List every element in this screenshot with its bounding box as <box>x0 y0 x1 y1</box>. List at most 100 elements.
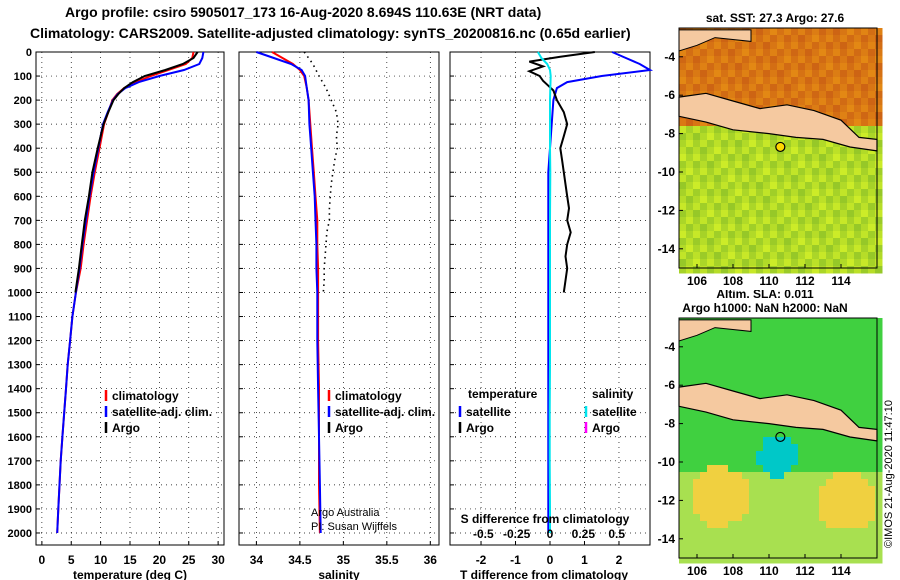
map-cell <box>721 56 729 64</box>
map-cell <box>693 140 701 148</box>
map-cell <box>875 381 883 389</box>
map-cell <box>714 479 722 487</box>
map-cell <box>868 98 876 106</box>
map-cell <box>686 374 694 382</box>
map-cell <box>679 196 687 204</box>
map-cell <box>805 63 813 71</box>
map-cell <box>875 77 883 85</box>
map-cell <box>861 402 869 410</box>
map-cell <box>756 479 764 487</box>
map-cell <box>805 245 813 253</box>
map-cell <box>728 217 736 225</box>
map-cell <box>728 479 736 487</box>
temperature-profile-chart: 0100200300400500600700800900100011001200… <box>8 47 225 580</box>
map-cell <box>791 231 799 239</box>
legend-label: satellite <box>592 405 637 419</box>
map-cell <box>735 98 743 106</box>
map-cell <box>875 140 883 148</box>
map-cell <box>777 35 785 43</box>
map-cell <box>833 339 841 347</box>
map-cell <box>749 430 757 438</box>
map-cell <box>875 147 883 155</box>
map-cell <box>756 203 764 211</box>
map-cell <box>749 49 757 57</box>
map-cell <box>749 154 757 162</box>
map-cell <box>784 42 792 50</box>
map-cell <box>714 472 722 480</box>
map-cell <box>763 451 771 459</box>
map-cell <box>777 259 785 267</box>
map-cell <box>840 549 848 557</box>
map-cell <box>819 266 827 274</box>
map-cell <box>742 367 750 375</box>
map-cell <box>728 549 736 557</box>
map-cell <box>756 318 764 326</box>
map-cell <box>686 472 694 480</box>
map-cell <box>868 444 876 452</box>
map-cell <box>679 70 687 78</box>
map-cell <box>770 63 778 71</box>
map-cell <box>777 28 785 36</box>
map-cell <box>847 409 855 417</box>
map-cell <box>847 147 855 155</box>
map-cell <box>840 444 848 452</box>
map-cell <box>728 56 736 64</box>
map-cell <box>805 154 813 162</box>
map-cell <box>861 203 869 211</box>
map-cell <box>798 35 806 43</box>
map-cell <box>798 367 806 375</box>
map-cell <box>861 84 869 92</box>
map-cell <box>826 70 834 78</box>
y-tick-label: 400 <box>14 143 32 155</box>
map-cell <box>805 42 813 50</box>
map-cell <box>770 353 778 361</box>
map-cell <box>819 346 827 354</box>
map-cell <box>868 112 876 120</box>
map-cell <box>721 70 729 78</box>
x-axis-label: salinity <box>318 568 360 580</box>
map-cell <box>714 147 722 155</box>
map-cell <box>693 507 701 515</box>
map-cell <box>854 472 862 480</box>
map-cell <box>728 147 736 155</box>
map-cell <box>840 161 848 169</box>
map-cell <box>707 556 715 564</box>
map-cell <box>819 147 827 155</box>
map-cell <box>812 346 820 354</box>
map-cell <box>777 318 785 326</box>
map-cell <box>819 360 827 368</box>
map-cell <box>756 175 764 183</box>
map-cell <box>840 70 848 78</box>
map-cell <box>875 346 883 354</box>
map-cell <box>721 360 729 368</box>
map-cell <box>777 556 785 564</box>
map-cell <box>742 388 750 396</box>
map-cell <box>868 175 876 183</box>
map-cell <box>854 77 862 85</box>
map-cell <box>756 507 764 515</box>
map-cell <box>770 28 778 36</box>
map-cell <box>756 486 764 494</box>
map-cell <box>812 528 820 536</box>
map-cell <box>735 56 743 64</box>
map-cell <box>791 42 799 50</box>
map-cell <box>700 528 708 536</box>
map-cell <box>833 84 841 92</box>
map-cell <box>770 339 778 347</box>
map-cell <box>819 500 827 508</box>
map-cell <box>728 486 736 494</box>
map-cell <box>749 238 757 246</box>
map-cell <box>707 542 715 550</box>
legend-label: Argo <box>112 421 140 435</box>
map-cell <box>777 325 785 333</box>
map-cell <box>721 126 729 134</box>
map-cell <box>868 168 876 176</box>
map-cell <box>847 63 855 71</box>
map-cell <box>742 42 750 50</box>
map-cell <box>707 42 715 50</box>
map-cell <box>749 465 757 473</box>
map-cell <box>861 28 869 36</box>
map-cell <box>826 339 834 347</box>
map-cell <box>833 458 841 466</box>
map-cell <box>735 182 743 190</box>
